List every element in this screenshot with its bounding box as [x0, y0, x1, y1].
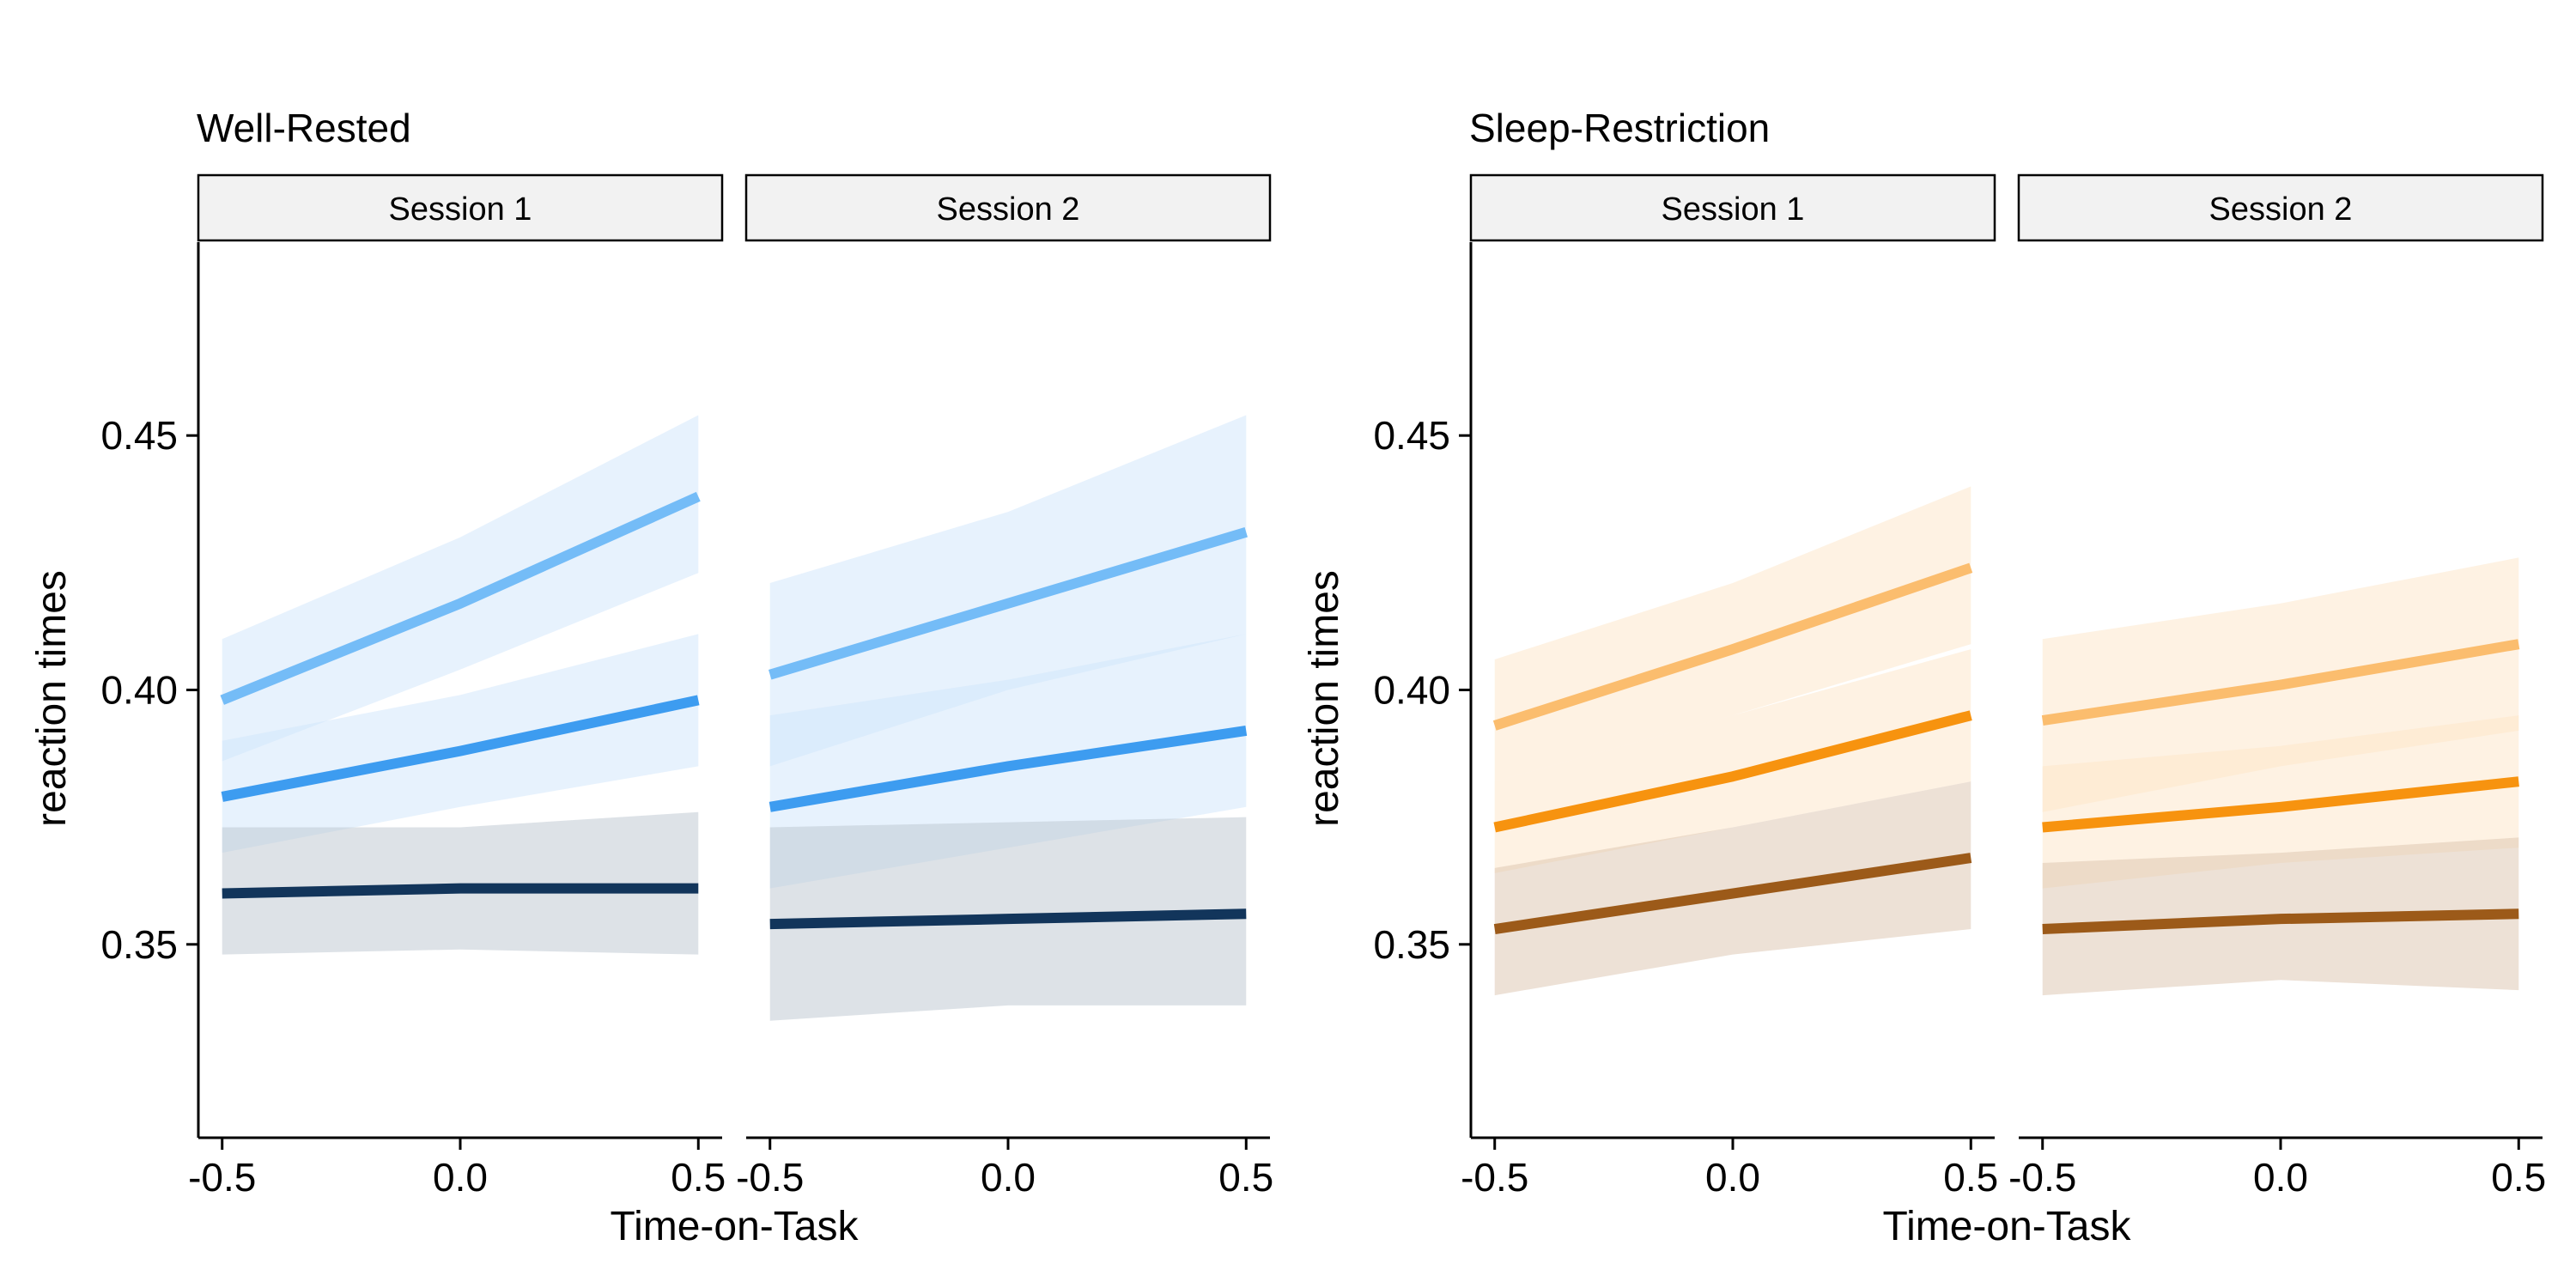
- y-tick-label: 0.40: [1373, 668, 1450, 713]
- series-line-2: [1493, 710, 1972, 833]
- facet-strip-label: Session 2: [2209, 191, 2353, 228]
- x-tick-label: 0.5: [2491, 1155, 2546, 1200]
- y-tick-label: 0.35: [100, 922, 178, 967]
- series-line-3: [1493, 853, 1972, 934]
- x-axis-label: Time-on-Task: [1883, 1204, 2132, 1249]
- x-tick-label: 0.5: [1943, 1155, 1998, 1200]
- series-line-2: [769, 725, 1248, 812]
- series-line-1: [2041, 639, 2520, 726]
- series-line-2: [2042, 776, 2519, 833]
- x-tick-label: 0.5: [1218, 1155, 1273, 1200]
- facet-1: Session 1 -0.5 0.0 0.5: [1461, 173, 1998, 1200]
- facet-strip-label: Session 1: [389, 191, 532, 228]
- facet-strip: [1469, 173, 1996, 242]
- y-tick-label: 0.40: [100, 668, 178, 713]
- series-line-3: [2042, 908, 2519, 935]
- y-tick-label: 0.45: [1373, 413, 1450, 458]
- ci-band-1: [769, 415, 1247, 767]
- facet-strip: [744, 173, 1272, 242]
- x-tick-label: 0.0: [1705, 1155, 1760, 1200]
- x-tick-label: -0.5: [1461, 1155, 1528, 1200]
- facet-strip: [197, 173, 724, 242]
- ci-band-1: [1494, 486, 1971, 782]
- x-tick-label: 0.5: [671, 1155, 726, 1200]
- ci-band-1: [222, 415, 699, 762]
- y-axis-label: reaction times: [29, 570, 75, 827]
- series-line-3: [769, 908, 1247, 930]
- facet-1: Session 1 -0.5 0.0 0.5: [188, 173, 726, 1200]
- x-tick-label: 0.0: [433, 1155, 488, 1200]
- ci-band-2: [222, 634, 699, 854]
- facet-strip-label: Session 1: [1662, 191, 1805, 228]
- panel-2: Sleep-Restriction reaction times 0.35 0.40 0…: [1302, 106, 2546, 1249]
- x-tick-label: -0.5: [188, 1155, 256, 1200]
- x-tick-label: 0.0: [2253, 1155, 2308, 1200]
- series-line-3: [222, 883, 699, 899]
- series-line-2: [221, 695, 700, 802]
- x-tick-label: -0.5: [736, 1155, 804, 1200]
- y-tick-label: 0.35: [1373, 922, 1450, 967]
- x-tick-label: 0.0: [981, 1155, 1036, 1200]
- facet-strip-label: Session 2: [937, 191, 1080, 228]
- series-line-1: [1492, 562, 1973, 731]
- facet-2: Session 2 -0.5 0.0 0.5: [2008, 173, 2546, 1200]
- series-line-1: [220, 491, 701, 705]
- y-axis-label: reaction times: [1302, 570, 1347, 827]
- x-axis-label: Time-on-Task: [611, 1204, 860, 1249]
- panel-title: Well-Rested: [197, 106, 411, 150]
- panel-title: Sleep-Restriction: [1469, 106, 1770, 150]
- facet-2: Session 2 -0.5 0.0 0.5: [736, 173, 1273, 1200]
- y-tick-label: 0.45: [100, 413, 178, 458]
- x-tick-label: -0.5: [2008, 1155, 2076, 1200]
- ci-band-2: [1494, 649, 1971, 873]
- facet-strip: [2017, 173, 2544, 242]
- series-line-1: [769, 527, 1248, 680]
